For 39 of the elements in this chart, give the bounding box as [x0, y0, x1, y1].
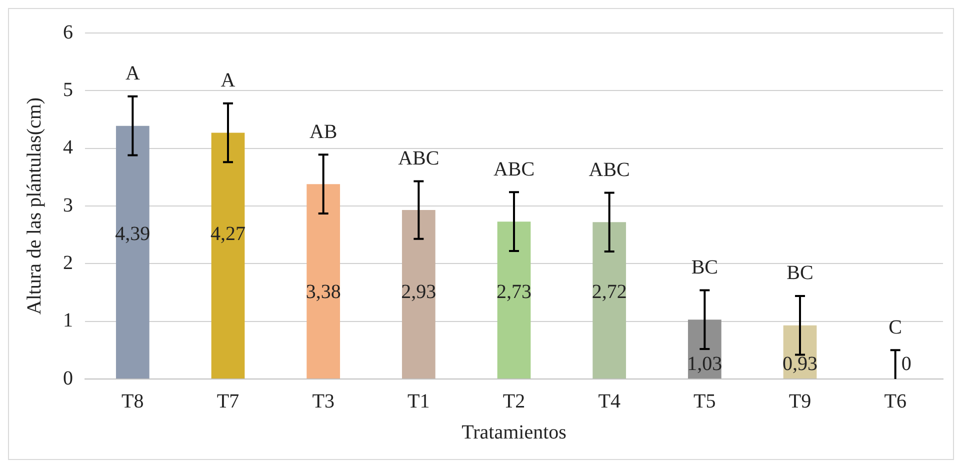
bar [592, 222, 626, 378]
data-label: 1,03 [687, 352, 722, 375]
bar [497, 222, 531, 378]
x-tick-label: T2 [502, 390, 526, 412]
bar [211, 132, 245, 378]
annotation: A [125, 62, 140, 85]
y-tick-label: 2 [63, 252, 73, 274]
x-tick-label: T4 [598, 390, 620, 412]
annotation: AB [309, 120, 338, 143]
data-label: 0 [901, 352, 912, 375]
y-tick-label: 0 [63, 367, 73, 390]
data-label: 2,73 [496, 280, 532, 303]
y-tick-label: 1 [63, 310, 73, 332]
data-label: 2,93 [401, 280, 436, 303]
y-tick-label: 4 [63, 136, 73, 159]
annotation: C [888, 316, 902, 338]
x-tick-label: T1 [408, 390, 430, 412]
data-label: 0,93 [782, 352, 818, 375]
bar [306, 184, 340, 378]
x-axis-title: Tratamientos [462, 421, 567, 444]
y-tick-label: 6 [63, 21, 73, 44]
x-tick-label: T7 [216, 390, 240, 412]
annotation: BC [786, 262, 814, 284]
x-tick-label: T9 [788, 390, 812, 412]
y-tick-label: 5 [63, 78, 73, 101]
annotation: A [220, 70, 236, 92]
x-tick-label: T6 [884, 390, 906, 412]
x-tick-label: T3 [312, 390, 334, 412]
bar [116, 126, 150, 378]
x-tick-label: T5 [694, 390, 716, 412]
x-tick-label: T8 [122, 390, 144, 412]
bar [402, 210, 436, 378]
y-axis-title: Altura de las plántulas(cm) [23, 97, 46, 315]
data-label: 2,72 [592, 280, 627, 303]
annotation: ABC [398, 147, 440, 170]
annotation: ABC [493, 158, 535, 180]
annotation: ABC [588, 158, 630, 181]
annotation: BC [691, 256, 718, 278]
y-tick-label: 3 [63, 194, 73, 216]
